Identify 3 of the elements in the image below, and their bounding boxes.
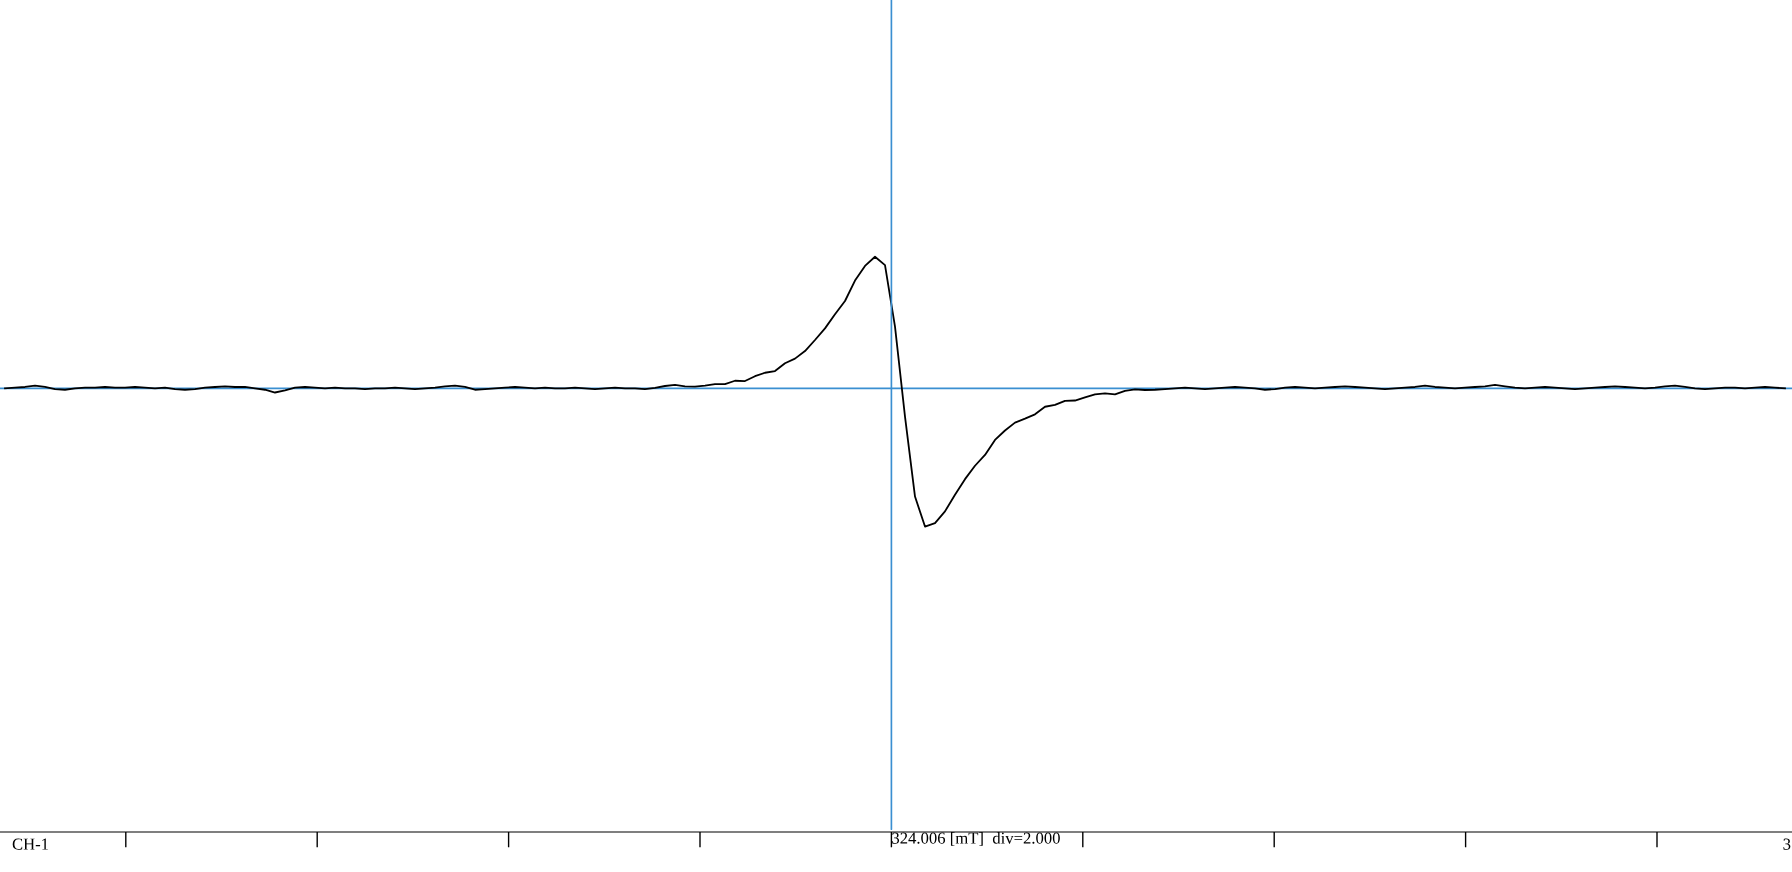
text: CH-1 <box>12 838 49 850</box>
text: 324.006 [mT] div=2.000 <box>892 832 1060 846</box>
text: 3 <box>1783 838 1791 850</box>
